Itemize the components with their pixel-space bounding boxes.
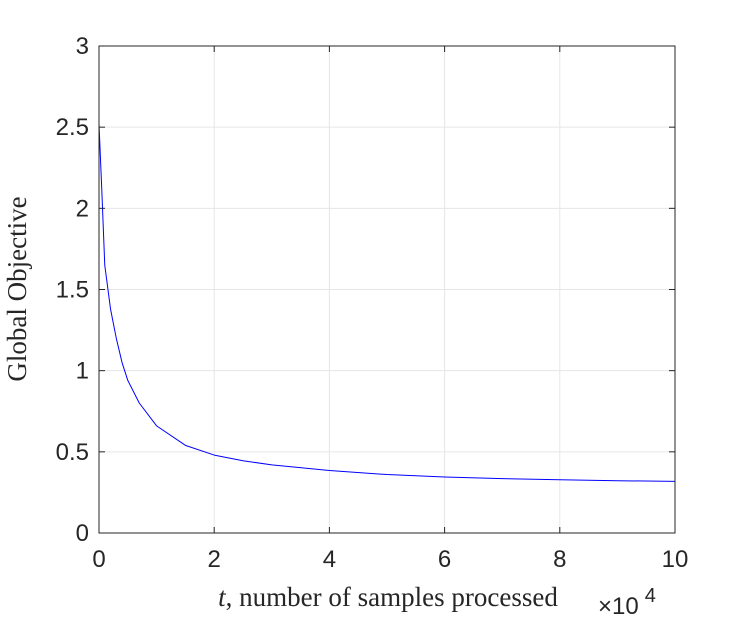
series-line xyxy=(98,123,676,482)
ticks xyxy=(98,45,676,534)
x-axis-variable: t xyxy=(218,582,227,612)
x-axis-multiplier-exponent: 4 xyxy=(645,585,656,607)
y-tick-label: 3 xyxy=(76,33,89,60)
x-axis-multiplier: ×10 4 xyxy=(598,585,656,620)
y-axis-label: Global Objective xyxy=(2,196,32,381)
tick-labels: 0 2 4 6 8 10 0 0.5 1 1.5 2 2.5 3 xyxy=(56,33,689,573)
x-axis-label: t, number of samples processed xyxy=(218,582,558,612)
y-tick-label: 0 xyxy=(76,520,89,547)
x-tick-label: 0 xyxy=(92,546,105,573)
y-tick-label: 1 xyxy=(76,358,89,385)
x-tick-label: 8 xyxy=(553,546,566,573)
x-tick-label: 4 xyxy=(323,546,336,573)
y-tick-label: 2 xyxy=(76,195,89,222)
x-tick-label: 10 xyxy=(662,546,689,573)
y-tick-label: 1.5 xyxy=(56,277,89,304)
y-tick-label: 2.5 xyxy=(56,114,89,141)
grid xyxy=(99,46,675,533)
x-axis-multiplier-base: ×10 xyxy=(598,593,639,620)
y-tick-label: 0.5 xyxy=(56,439,89,466)
x-tick-label: 6 xyxy=(438,546,451,573)
x-axis-label-text: , number of samples processed xyxy=(226,582,559,612)
x-tick-label: 2 xyxy=(208,546,221,573)
series-layer xyxy=(98,123,676,482)
